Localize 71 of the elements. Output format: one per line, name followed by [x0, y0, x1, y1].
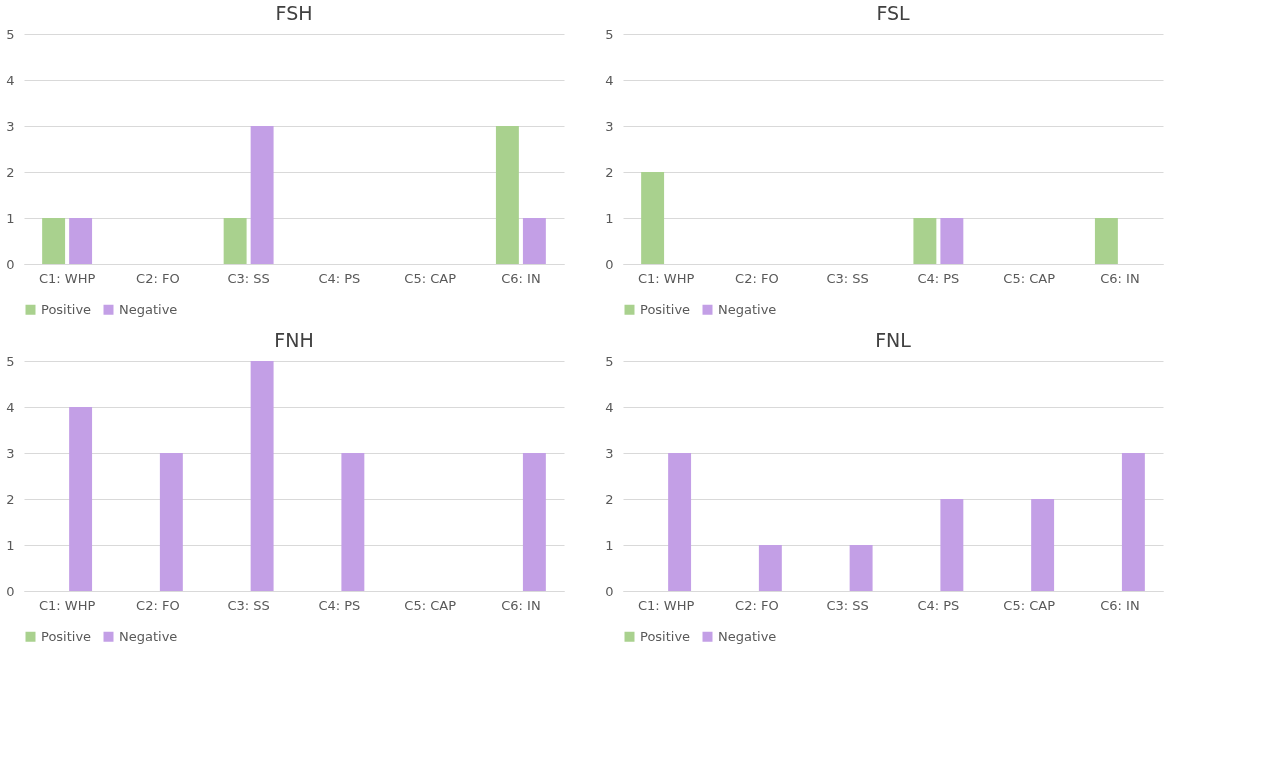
- bar: [668, 453, 692, 591]
- x-tick-label: C4: PS: [917, 270, 960, 286]
- x-tick-label: C3: SS: [227, 270, 270, 286]
- y-tick-label: 3: [605, 118, 614, 134]
- x-tick-label: C1: WHP: [38, 270, 96, 286]
- x-tick-label: C6: IN: [501, 597, 541, 613]
- y-tick-label: 3: [6, 118, 15, 134]
- legend-label: Negative: [718, 628, 777, 644]
- y-tick-label: 2: [6, 164, 15, 180]
- y-tick-label: 1: [6, 537, 15, 553]
- x-tick-label: C3: SS: [826, 597, 869, 613]
- x-tick-label: C4: PS: [318, 597, 361, 613]
- x-tick-label: C5: CAP: [1003, 597, 1056, 613]
- bar: [1031, 499, 1055, 591]
- x-tick-label: C2: FO: [735, 597, 779, 613]
- y-tick-label: 0: [6, 256, 15, 272]
- x-tick-label: C6: IN: [1100, 270, 1140, 286]
- y-tick-label: 4: [605, 399, 614, 415]
- legend-label: Positive: [41, 301, 92, 317]
- y-tick-label: 5: [6, 353, 15, 369]
- y-tick-label: 2: [6, 491, 15, 507]
- x-tick-label: C3: SS: [227, 597, 270, 613]
- bar: [69, 407, 93, 591]
- x-tick-label: C1: WHP: [38, 597, 96, 613]
- legend-label: Positive: [640, 301, 691, 317]
- y-tick-label: 0: [605, 256, 614, 272]
- y-tick-label: 1: [605, 210, 614, 226]
- y-tick-label: 4: [605, 72, 614, 88]
- legend-label: Positive: [41, 628, 92, 644]
- bar: [522, 453, 546, 591]
- bar: [940, 499, 964, 591]
- bar: [250, 361, 274, 591]
- bar: [758, 545, 782, 591]
- x-tick-label: C2: FO: [136, 597, 180, 613]
- legend-label: Negative: [119, 628, 178, 644]
- chart-title: FSL: [876, 2, 911, 24]
- y-tick-label: 2: [605, 164, 614, 180]
- x-tick-label: C2: FO: [735, 270, 779, 286]
- x-tick-label: C5: CAP: [404, 270, 457, 286]
- chart-title: FSH: [275, 2, 313, 24]
- x-tick-label: C1: WHP: [637, 597, 695, 613]
- y-tick-label: 5: [605, 353, 614, 369]
- y-tick-label: 0: [6, 583, 15, 599]
- legend-label: Negative: [119, 301, 178, 317]
- y-tick-label: 5: [6, 26, 15, 42]
- legend-label: Positive: [640, 628, 691, 644]
- x-tick-label: C5: CAP: [404, 597, 457, 613]
- bar: [341, 453, 365, 591]
- x-tick-label: C6: IN: [1100, 597, 1140, 613]
- x-tick-label: C2: FO: [136, 270, 180, 286]
- legend-label: Negative: [718, 301, 777, 317]
- x-tick-label: C6: IN: [501, 270, 541, 286]
- bar: [1121, 453, 1145, 591]
- y-tick-label: 2: [605, 491, 614, 507]
- y-tick-label: 4: [6, 399, 15, 415]
- y-tick-label: 4: [6, 72, 15, 88]
- x-tick-label: C4: PS: [917, 597, 960, 613]
- x-tick-label: C4: PS: [318, 270, 361, 286]
- x-tick-label: C5: CAP: [1003, 270, 1056, 286]
- y-tick-label: 0: [605, 583, 614, 599]
- y-tick-label: 3: [605, 445, 614, 461]
- bar: [159, 453, 183, 591]
- y-tick-label: 3: [6, 445, 15, 461]
- bar: [849, 545, 873, 591]
- y-tick-label: 5: [605, 26, 614, 42]
- x-tick-label: C3: SS: [826, 270, 869, 286]
- chart-title: FNH: [274, 329, 314, 351]
- chart-title: FNL: [875, 329, 912, 351]
- x-tick-label: C1: WHP: [637, 270, 695, 286]
- y-tick-label: 1: [6, 210, 15, 226]
- y-tick-label: 1: [605, 537, 614, 553]
